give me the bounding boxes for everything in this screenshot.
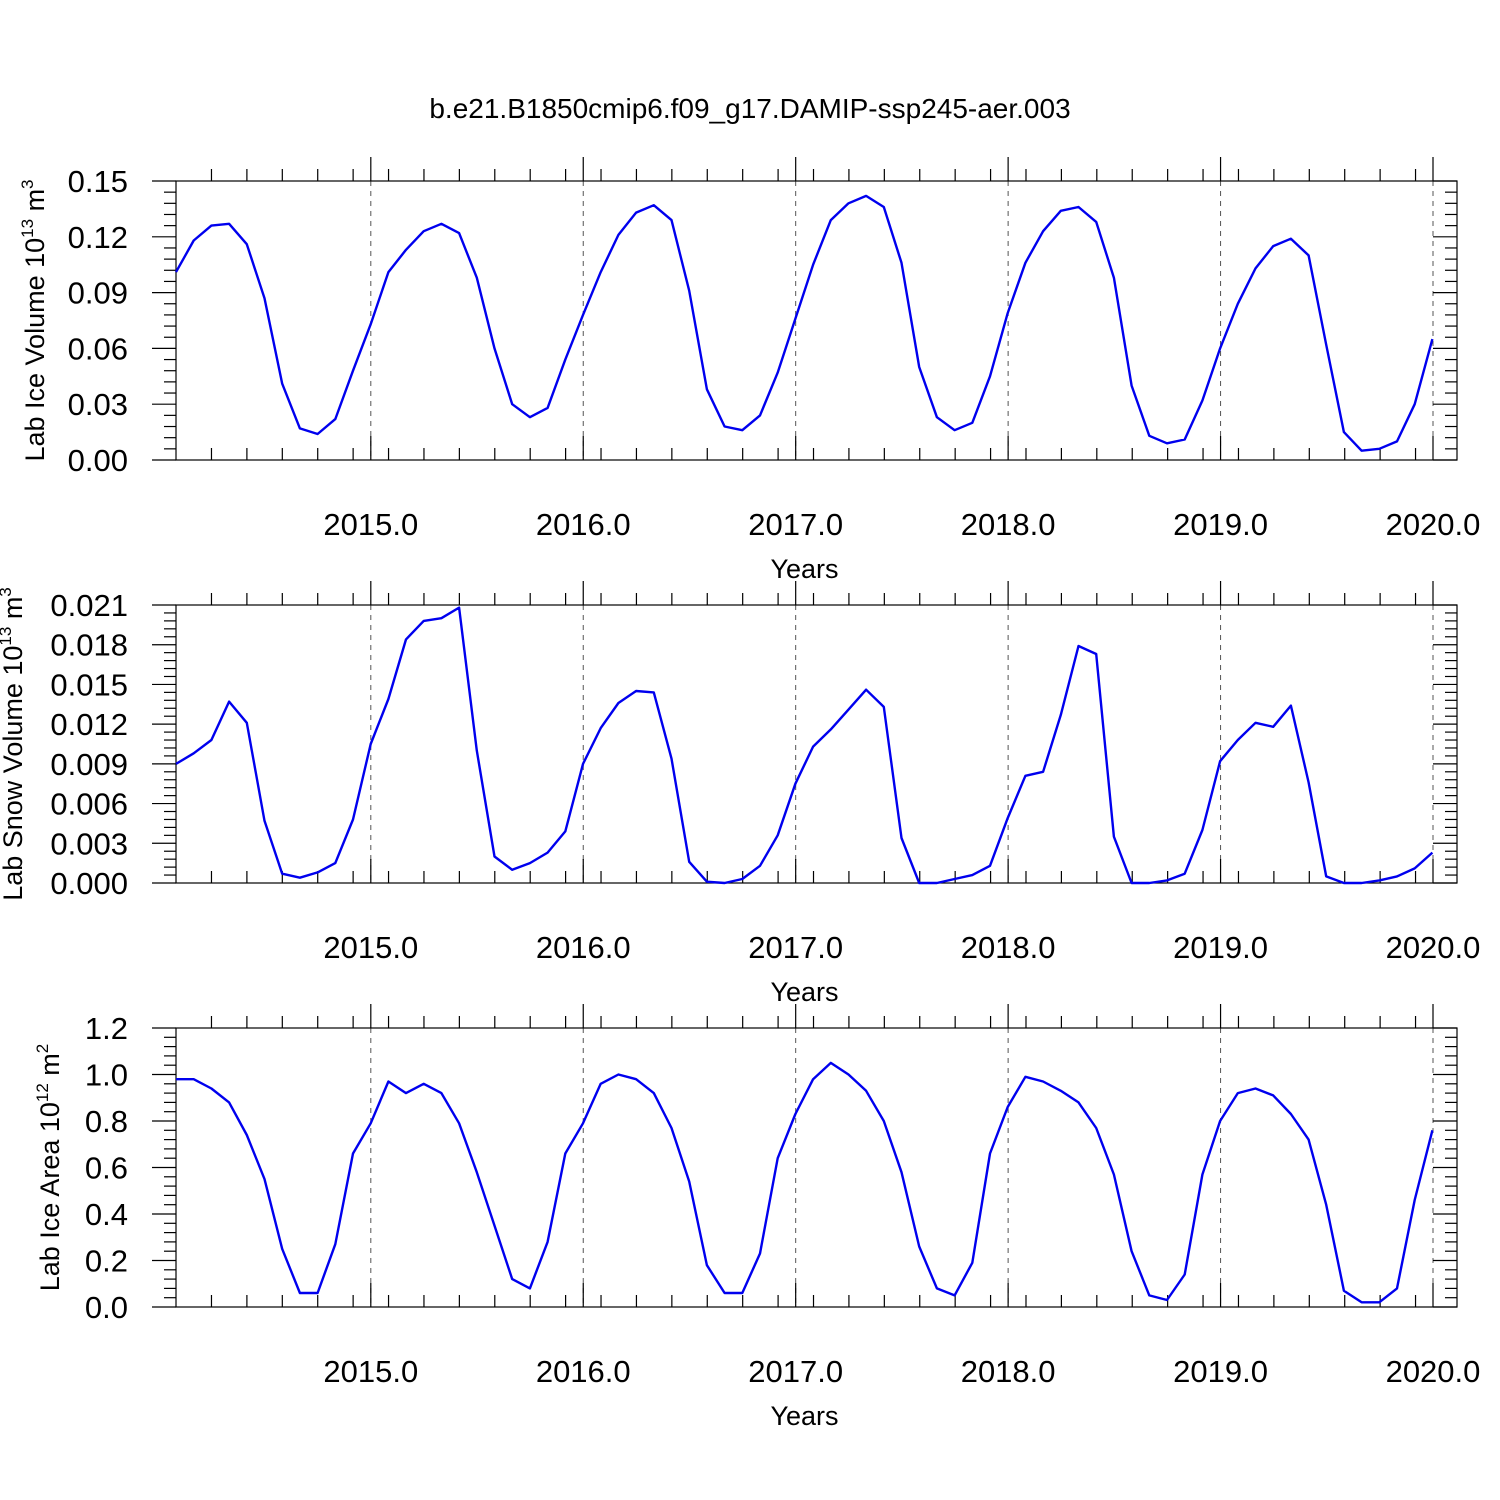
- x-tick-label: 2020.0: [1386, 1354, 1481, 1389]
- y-tick-label: 0.015: [50, 667, 128, 702]
- x-tick-label: 2017.0: [748, 1354, 843, 1389]
- y-axis-label-text: Lab Ice Volume 10: [20, 238, 50, 462]
- y-tick-label: 0.4: [85, 1197, 128, 1232]
- x-tick-label: 2019.0: [1173, 1354, 1268, 1389]
- series-line: [176, 1061, 1434, 1304]
- x-tick-label: 2016.0: [536, 1354, 631, 1389]
- y-axis-label-text: m: [20, 189, 50, 219]
- y-tick-label: 0.15: [68, 164, 128, 199]
- plot-frame: [175, 180, 1458, 461]
- y-axis-label-superscript: 13: [0, 627, 15, 646]
- series-line: [174, 194, 1434, 452]
- chart-title: b.e21.B1850cmip6.f09_g17.DAMIP-ssp245-ae…: [429, 93, 1070, 124]
- x-tick-label: 2020.0: [1386, 507, 1481, 542]
- x-tick-label: 2017.0: [748, 930, 843, 965]
- y-tick-label: 1.2: [85, 1011, 128, 1046]
- y-tick-label: 0.09: [68, 276, 128, 311]
- y-tick-label: 0.12: [68, 220, 128, 255]
- y-axis-label-text: m: [0, 597, 28, 627]
- y-tick-label: 0.03: [68, 387, 128, 422]
- y-axis-label: Lab Ice Volume 1013 m3: [18, 179, 50, 461]
- series-line: [175, 606, 1434, 885]
- y-tick-label: 0.012: [50, 707, 128, 742]
- y-axis-label-superscript: 13: [18, 219, 37, 238]
- y-tick-label: 0.009: [50, 747, 128, 782]
- y-axis-label: Lab Ice Area 1012 m2: [33, 1044, 65, 1292]
- y-axis-label-superscript: 3: [0, 587, 15, 596]
- x-tick-label: 2017.0: [748, 507, 843, 542]
- x-tick-label: 2019.0: [1173, 507, 1268, 542]
- panel-1: 2015.0 2016.0 2017.0 2018.0 2019.0 2020.0 0.00…: [18, 157, 1480, 584]
- y-axis-label-superscript: 3: [18, 179, 37, 188]
- x-tick-label: 2019.0: [1173, 930, 1268, 965]
- y-tick-label: 0.021: [50, 588, 128, 623]
- x-tick-label: 2015.0: [323, 507, 418, 542]
- y-tick-label: 0.00: [68, 443, 128, 478]
- y-axis-label-superscript: 2: [33, 1044, 52, 1053]
- plot-frame: [175, 1027, 1458, 1308]
- x-tick-label: 2018.0: [961, 507, 1056, 542]
- x-axis-label: Years: [770, 554, 838, 584]
- x-axis-label: Years: [770, 1401, 838, 1431]
- y-axis-label-text: m: [35, 1053, 65, 1083]
- y-tick-label: 0.8: [85, 1104, 128, 1139]
- y-tick-label: 0.003: [50, 826, 128, 861]
- y-tick-label: 0.000: [50, 866, 128, 901]
- y-axis-label-text: Lab Snow Volume 10: [0, 646, 28, 901]
- panel-3: 2015.0 2016.0 2017.0 2018.0 2019.0 2020.0 0.0 0…: [33, 1004, 1480, 1431]
- x-tick-label: 2018.0: [961, 930, 1056, 965]
- x-tick-label: 2016.0: [536, 507, 631, 542]
- y-tick-label: 0.018: [50, 628, 128, 663]
- y-tick-label: 1.0: [85, 1058, 128, 1093]
- x-tick-label: 2020.0: [1386, 930, 1481, 965]
- y-tick-label: 0.06: [68, 331, 128, 366]
- plot-frame: [175, 604, 1458, 884]
- y-axis-label: Lab Snow Volume 1013 m3: [0, 587, 28, 901]
- x-tick-label: 2015.0: [323, 930, 418, 965]
- panel-2: 2015.0 2016.0 2017.0 2018.0 2019.0 2020.0 0.00…: [0, 581, 1480, 1007]
- y-tick-label: 0.2: [85, 1244, 128, 1279]
- y-axis-label-superscript: 12: [33, 1083, 52, 1102]
- x-tick-label: 2015.0: [323, 1354, 418, 1389]
- y-tick-label: 0.006: [50, 787, 128, 822]
- y-axis-label-text: Lab Ice Area 10: [35, 1102, 65, 1291]
- x-tick-label: 2016.0: [536, 930, 631, 965]
- y-tick-label: 0.6: [85, 1151, 128, 1186]
- x-axis-label: Years: [770, 977, 838, 1007]
- x-tick-label: 2018.0: [961, 1354, 1056, 1389]
- y-tick-label: 0.0: [85, 1290, 128, 1325]
